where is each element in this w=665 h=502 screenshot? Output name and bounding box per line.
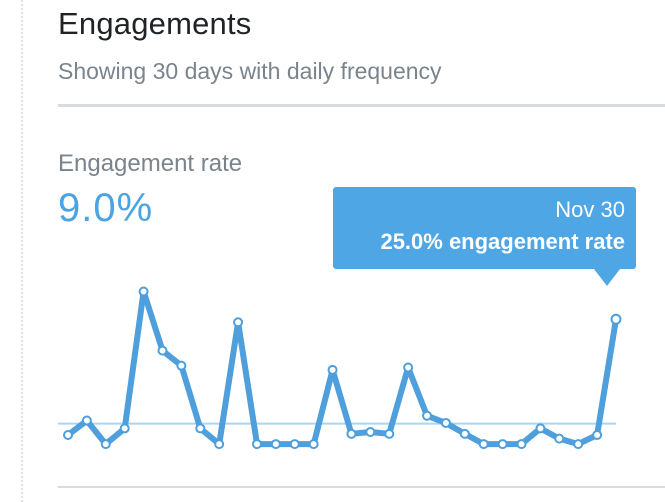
data-point[interactable] bbox=[516, 439, 527, 450]
data-point[interactable] bbox=[365, 427, 376, 438]
bottom-divider bbox=[58, 486, 665, 488]
highlighted-data-point[interactable] bbox=[610, 313, 622, 325]
data-point[interactable] bbox=[100, 439, 111, 450]
data-point[interactable] bbox=[459, 428, 470, 439]
data-point[interactable] bbox=[195, 423, 206, 434]
data-point[interactable] bbox=[63, 430, 73, 441]
data-point[interactable] bbox=[592, 430, 603, 441]
data-point[interactable] bbox=[233, 317, 244, 328]
chart-tooltip: Nov 30 25.0% engagement rate bbox=[333, 187, 636, 286]
data-point[interactable] bbox=[497, 439, 508, 450]
header-divider bbox=[58, 104, 665, 107]
tooltip-date: Nov 30 bbox=[555, 197, 625, 222]
tooltip-caret bbox=[594, 269, 620, 286]
data-point[interactable] bbox=[384, 428, 395, 439]
left-dotted-rule bbox=[21, 0, 23, 502]
data-point[interactable] bbox=[346, 428, 357, 439]
data-point[interactable] bbox=[176, 360, 187, 371]
data-point[interactable] bbox=[327, 364, 338, 375]
data-point[interactable] bbox=[422, 410, 433, 421]
card-subtitle: Showing 30 days with daily frequency bbox=[58, 58, 442, 84]
data-point[interactable] bbox=[478, 439, 489, 450]
data-point[interactable] bbox=[440, 417, 451, 428]
data-point[interactable] bbox=[214, 439, 225, 450]
data-point[interactable] bbox=[157, 345, 168, 356]
data-point[interactable] bbox=[535, 423, 546, 434]
series-line bbox=[65, 288, 619, 448]
data-point[interactable] bbox=[81, 415, 92, 426]
metric-value: 9.0% bbox=[58, 186, 154, 230]
metric-label: Engagement rate bbox=[58, 150, 243, 177]
data-point[interactable] bbox=[251, 439, 262, 450]
tooltip-value: 25.0% engagement rate bbox=[380, 229, 625, 254]
data-point[interactable] bbox=[270, 439, 281, 450]
data-point[interactable] bbox=[119, 423, 130, 434]
data-point[interactable] bbox=[289, 439, 300, 450]
data-point[interactable] bbox=[573, 439, 584, 450]
data-point[interactable] bbox=[138, 286, 149, 297]
data-point[interactable] bbox=[308, 439, 319, 450]
data-point[interactable] bbox=[554, 433, 565, 444]
card-title: Engagements bbox=[58, 6, 252, 41]
data-point[interactable] bbox=[403, 362, 414, 373]
